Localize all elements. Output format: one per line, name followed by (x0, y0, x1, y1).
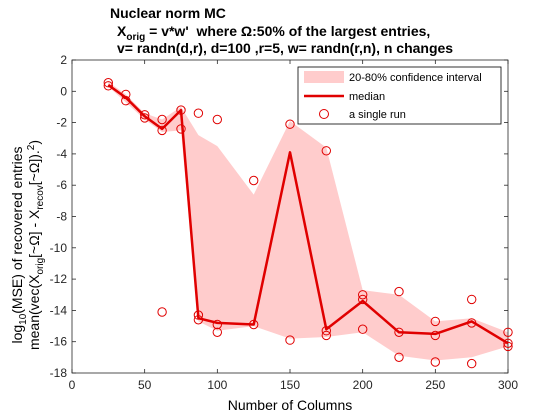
single-run-point (358, 294, 368, 305)
confidence-band (108, 81, 509, 361)
title-line-2: Xorig = v*w' where Ω:50% of the largest … (117, 23, 430, 43)
y-tick-label: -12 (50, 272, 68, 286)
chart-title: Nuclear norm MC Xorig = v*w' where Ω:50%… (110, 5, 453, 56)
legend-run-swatch (319, 109, 329, 119)
single-run-point (157, 125, 167, 136)
single-run-point (249, 175, 259, 186)
x-tick-label: 100 (207, 378, 227, 392)
single-run-point (193, 108, 204, 118)
y-tick-label: -8 (56, 210, 67, 224)
x-tick-label: 300 (498, 378, 518, 392)
single-run-point (430, 357, 440, 367)
single-run-point (157, 114, 167, 125)
x-tick-label: 150 (280, 378, 300, 392)
title-xorig-eq: = v*w' (145, 23, 188, 39)
single-run-point (212, 114, 223, 125)
legend-band-swatch (304, 71, 344, 83)
single-run-point (193, 310, 204, 320)
single-run-point (467, 358, 477, 369)
single-run-point (394, 327, 404, 337)
y-tick-label: -14 (50, 303, 68, 317)
y-tick-label: 2 (60, 53, 67, 67)
single-run-point (503, 338, 513, 348)
single-run-point (321, 330, 331, 341)
single-run-point (285, 335, 295, 345)
y-tick-label: 0 (60, 84, 67, 98)
single-run-point (430, 330, 440, 341)
y-tick-label: -18 (50, 366, 68, 380)
single-run-point (157, 307, 167, 317)
title-line-3: v= randn(d,r), d=100 ,r=5, w= randn(r,n)… (117, 40, 453, 56)
y-axis-label-line-1: log10(MSE) of recovered entries (9, 146, 29, 343)
y-tick-label: -6 (56, 178, 67, 192)
x-tick-label: 250 (425, 378, 445, 392)
single-run-point (358, 324, 368, 334)
y-axis-label: log10(MSE) of recovered entries mean(vec… (9, 140, 46, 350)
single-run-point (176, 124, 186, 134)
single-run-point (467, 318, 477, 328)
x-axis-label: Number of Columns (228, 397, 353, 413)
title-line-2-rest: where Ω:50% of the largest entries, (196, 23, 431, 39)
single-run-point (212, 327, 223, 337)
single-run-point (103, 78, 114, 88)
single-run-point (140, 113, 150, 123)
legend-entry-run: a single run (349, 109, 406, 121)
median-line (107, 83, 509, 345)
y-tick-label: -10 (50, 241, 68, 255)
single-run-point (285, 119, 295, 129)
single-run-point (121, 96, 131, 106)
title-xorig: X (117, 23, 127, 39)
x-tick-label: 50 (138, 378, 152, 392)
single-run-point (193, 315, 204, 325)
single-run-point (176, 105, 186, 115)
single-run-point (394, 286, 404, 297)
single-run-point (321, 326, 331, 336)
single-run-point (467, 294, 477, 305)
single-run-point (358, 290, 368, 300)
single-run-point (430, 316, 440, 327)
x-tick-label: 0 (69, 378, 76, 392)
single-run-point (503, 327, 513, 337)
single-run-point (249, 319, 259, 330)
y-axis-label-line-2: mean(vec(Xorig[~Ω] - Xrecov[~Ω]).2) (26, 140, 46, 350)
single-run-point (121, 89, 131, 100)
plot-area: 0 50 100 150 200 250 300 2 0 -2 -4 -6 -8 -10 -12 -14 -16… (50, 53, 519, 392)
y-tick-label: -2 (56, 116, 67, 130)
title-line-1: Nuclear norm MC (110, 5, 226, 21)
x-tick-label: 200 (353, 378, 373, 392)
legend-entry-band: 20-80% confidence interval (349, 72, 482, 84)
single-run-point (503, 341, 513, 352)
single-run-point (321, 146, 331, 156)
title-xorig-sub: orig (126, 32, 145, 43)
y-tick-label: -16 (50, 335, 68, 349)
single-run-point (394, 352, 404, 362)
legend: 20-80% confidence interval median a sing… (297, 66, 502, 125)
y-tick-label: -4 (56, 147, 67, 161)
single-run-point (140, 110, 150, 120)
single-run-point (212, 319, 223, 330)
legend-entry-median: median (349, 91, 385, 103)
single-run-point (103, 81, 114, 91)
